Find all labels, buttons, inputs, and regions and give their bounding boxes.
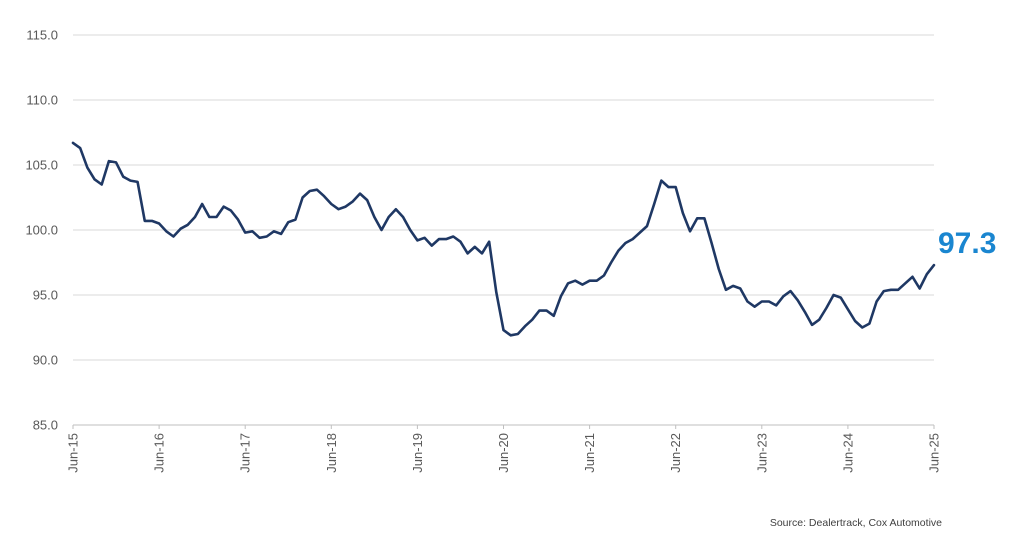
y-tick-label: 95.0	[33, 288, 58, 303]
y-tick-label: 85.0	[33, 418, 58, 433]
x-tick-label: Jun-17	[238, 433, 253, 473]
x-tick-label: Jun-15	[66, 433, 81, 473]
y-tick-label: 100.0	[25, 223, 58, 238]
x-tick-label: Jun-24	[840, 433, 855, 473]
y-tick-label: 105.0	[25, 158, 58, 173]
source-note: Source: Dealertrack, Cox Automotive	[769, 517, 942, 529]
y-tick-label: 110.0	[26, 93, 58, 108]
x-tick-label: Jun-21	[582, 433, 597, 473]
x-tick-label: Jun-19	[410, 433, 425, 473]
y-gridlines	[73, 34, 934, 361]
x-tick-label: Jun-20	[496, 433, 511, 473]
y-tick-label: 115.0	[26, 28, 58, 43]
x-tick-label: Jun-16	[152, 433, 167, 473]
x-tick-label: Jun-18	[324, 433, 339, 473]
x-tick-label: Jun-25	[927, 433, 942, 473]
x-tick-label: Jun-23	[754, 433, 769, 473]
x-axis-ticks: Jun-15 Jun-16 Jun-17 Jun-18 Jun-19 Jun-20 Jun-…	[66, 425, 942, 473]
y-axis-ticks: 115.0 110.0 105.0 100.0 95.0 90.0 85.0	[25, 28, 58, 433]
x-tick-label: Jun-22	[668, 433, 683, 473]
y-tick-label: 90.0	[33, 353, 58, 368]
index-series-line	[71, 141, 936, 337]
last-value-label: 97.3	[938, 227, 996, 260]
